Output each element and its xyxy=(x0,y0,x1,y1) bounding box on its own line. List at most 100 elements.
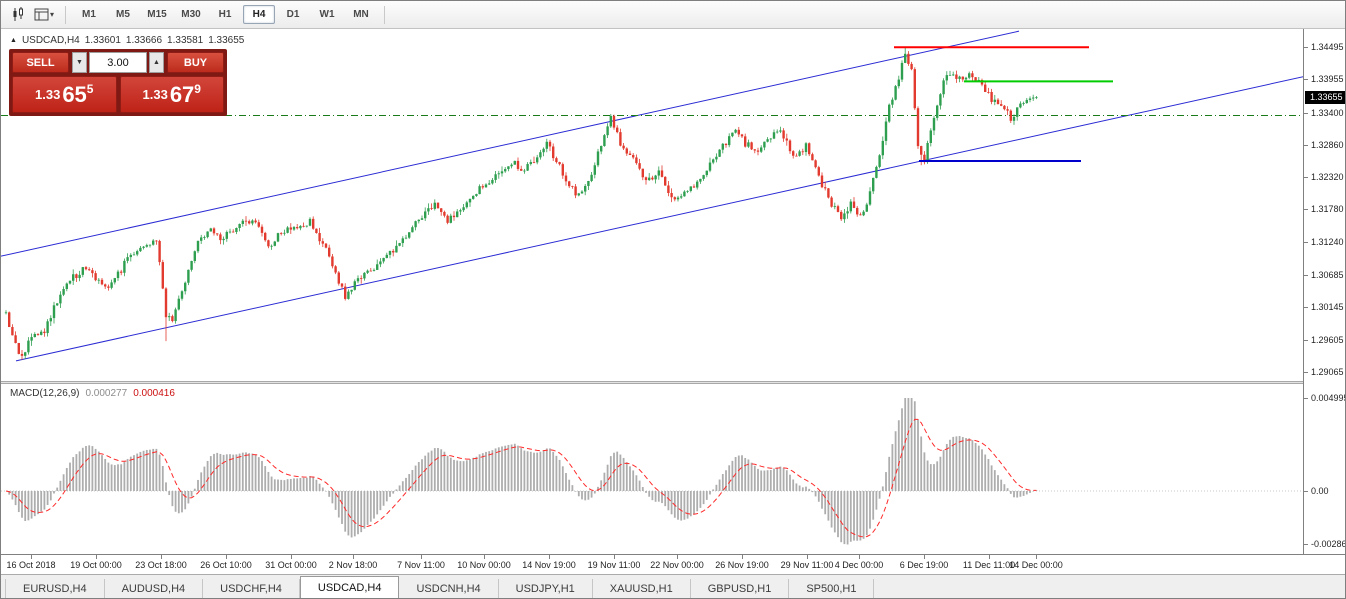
time-axis-tick xyxy=(1036,555,1037,559)
time-axis-tick xyxy=(31,555,32,559)
chart-tab-gbpusd-h1[interactable]: GBPUSD,H1 xyxy=(691,579,790,598)
macd-axis-label: 0.00 xyxy=(1311,486,1329,496)
time-axis-tick xyxy=(989,555,990,559)
macd-axis-tick xyxy=(1304,491,1308,492)
macd-signal-value: 0.000416 xyxy=(133,388,175,399)
macd-chart-canvas[interactable] xyxy=(1,384,1303,554)
macd-main-value: 0.000277 xyxy=(85,388,128,399)
period-buttons: M1 M5 M15 M30 H1 H4 D1 W1 MN xyxy=(72,5,378,24)
period-button-m1[interactable]: M1 xyxy=(82,9,96,20)
price-axis[interactable]: 1.34495 1.33955 1.33400 1.32860 1.32320 1.317… xyxy=(1303,29,1346,554)
time-axis-label: 11 Dec 11:00 xyxy=(962,560,1016,570)
time-axis-tick xyxy=(484,555,485,559)
macd-signal-line xyxy=(5,418,1037,538)
chart-template-dropdown-icon[interactable]: ▾ xyxy=(30,5,58,25)
price-axis-tick xyxy=(1304,371,1308,373)
price-axis-label: 1.31240 xyxy=(1311,236,1344,247)
channel-upper-line[interactable] xyxy=(1,30,1020,257)
sell-button[interactable]: SELL xyxy=(12,52,69,73)
ohlc-open: 1.33601 xyxy=(84,35,121,46)
time-axis-tick xyxy=(807,555,808,559)
time-axis-label: 26 Nov 19:00 xyxy=(715,560,769,570)
price-axis-tick xyxy=(1304,241,1308,243)
time-axis-tick xyxy=(742,555,743,559)
symbol-marker-icon: ▲ xyxy=(10,37,17,44)
chart-header: ▲ USDCAD,H4 1.33601 1.33666 1.33581 1.33… xyxy=(10,35,244,46)
time-axis-tick xyxy=(924,555,925,559)
macd-axis-label: 0.004995 xyxy=(1311,393,1346,403)
time-axis-tick xyxy=(677,555,678,559)
candlestick-chart-icon[interactable] xyxy=(8,5,28,25)
price-axis-label: 1.32860 xyxy=(1311,139,1344,150)
time-axis-label: 31 Oct 00:00 xyxy=(265,560,317,570)
time-axis-tick xyxy=(859,555,860,559)
price-axis-label: 1.33955 xyxy=(1311,74,1344,85)
time-axis-tick xyxy=(614,555,615,559)
period-button-mn[interactable]: MN xyxy=(353,9,369,20)
period-button-h4[interactable]: H4 xyxy=(243,5,275,24)
time-axis-tick xyxy=(353,555,354,559)
chart-tab-eurusd-h4[interactable]: EURUSD,H4 xyxy=(5,579,105,598)
macd-axis-tick xyxy=(1304,544,1308,546)
price-axis-tick xyxy=(1304,47,1308,48)
period-button-h1[interactable]: H1 xyxy=(218,9,232,20)
chart-tab-xauusd-h1[interactable]: XAUUSD,H1 xyxy=(593,579,691,598)
period-button-m5[interactable]: M5 xyxy=(116,9,130,20)
price-axis-label: 1.34495 xyxy=(1311,42,1344,52)
chart-tab-usdjpy-h1[interactable]: USDJPY,H1 xyxy=(499,579,593,598)
toolbar-separator xyxy=(65,5,66,24)
chart-tab-bar: EURUSD,H4 AUDUSD,H4 USDCHF,H4 USDCAD,H4 USDC… xyxy=(1,574,1345,598)
sell-price-pips: 65 xyxy=(62,81,87,107)
period-button-w1[interactable]: W1 xyxy=(319,9,335,20)
time-axis-label: 10 Nov 00:00 xyxy=(457,560,511,570)
price-axis-tick xyxy=(1304,79,1308,81)
candlestick-chart-icon-glyph xyxy=(13,7,23,21)
buy-button[interactable]: BUY xyxy=(167,52,224,73)
time-axis-label: 4 Dec 00:00 xyxy=(834,560,884,570)
ohlc-close: 1.33655 xyxy=(208,35,245,46)
chart-tab-audusd-h4[interactable]: AUDUSD,H4 xyxy=(105,579,204,598)
period-button-m30[interactable]: M30 xyxy=(181,9,201,20)
time-axis-label: 6 Dec 19:00 xyxy=(899,560,949,570)
lot-size-input[interactable]: 3.00 xyxy=(89,52,147,73)
time-axis-label: 2 Nov 18:00 xyxy=(328,560,378,570)
toolbar: ▾ M1 M5 M15 M30 H1 H4 D1 W1 MN xyxy=(1,1,1345,29)
toolbar-separator xyxy=(384,5,385,24)
time-axis-tick xyxy=(161,555,162,559)
buy-price-display[interactable]: 1.33 67 9 xyxy=(119,76,224,113)
price-chart-canvas[interactable] xyxy=(1,29,1303,381)
price-axis-label: 1.29065 xyxy=(1311,366,1344,377)
chart-tab-usdcnh-h4[interactable]: USDCNH,H4 xyxy=(399,579,499,598)
macd-axis-tick xyxy=(1304,398,1308,399)
price-axis-tick xyxy=(1304,339,1308,341)
buy-price-point: 9 xyxy=(194,81,201,96)
one-click-trade-panel: SELL ▼ 3.00 ▲ BUY 1.33 65 5 1.33 67 9 xyxy=(9,49,227,116)
time-axis-label: 14 Dec 00:00 xyxy=(1009,560,1063,570)
price-axis-tick xyxy=(1304,209,1308,211)
period-button-d1[interactable]: D1 xyxy=(286,9,300,20)
time-axis-label: 19 Nov 11:00 xyxy=(587,560,641,570)
time-axis-label: 7 Nov 11:00 xyxy=(397,560,445,570)
time-axis-tick xyxy=(421,555,422,559)
time-axis-tick xyxy=(549,555,550,559)
price-axis-label: 1.29605 xyxy=(1311,334,1344,345)
lot-decrease-button[interactable]: ▼ xyxy=(72,52,87,73)
time-axis[interactable]: 16 Oct 2018 19 Oct 00:00 23 Oct 18:00 26 Oc… xyxy=(1,554,1345,574)
buy-price-pips: 67 xyxy=(169,81,195,107)
buy-price-figure: 1.33 xyxy=(142,87,168,102)
template-icon-glyph xyxy=(34,8,49,21)
chart-tab-usdcad-h4[interactable]: USDCAD,H4 xyxy=(299,576,400,598)
chart-tab-usdchf-h4[interactable]: USDCHF,H4 xyxy=(203,579,300,598)
price-axis-label: 1.33400 xyxy=(1311,107,1344,118)
time-axis-tick xyxy=(291,555,292,559)
price-axis-label: 1.32320 xyxy=(1311,172,1344,183)
period-button-m15[interactable]: M15 xyxy=(147,9,167,20)
lot-increase-button[interactable]: ▲ xyxy=(149,52,164,73)
pane-resize-divider[interactable] xyxy=(1,381,1345,384)
price-axis-label: 1.31780 xyxy=(1311,204,1344,215)
price-axis-tick xyxy=(1304,144,1308,146)
sell-price-display[interactable]: 1.33 65 5 xyxy=(12,76,117,113)
chart-tab-sp500-h1[interactable]: SP500,H1 xyxy=(789,579,875,598)
sell-price-point: 5 xyxy=(86,81,94,96)
